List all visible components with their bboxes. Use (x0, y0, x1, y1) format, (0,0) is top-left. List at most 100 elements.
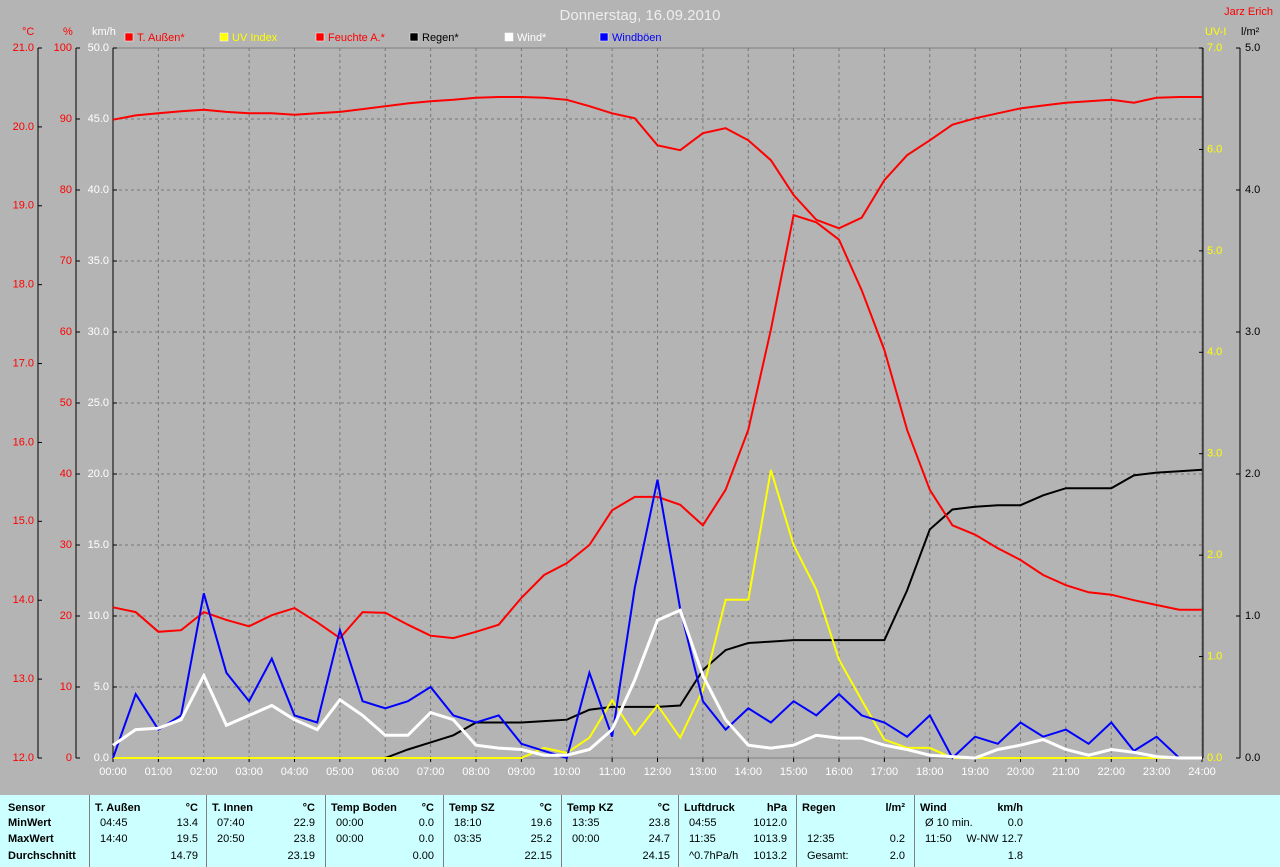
column-header: Regen (802, 802, 836, 814)
x-tick-label: 24:00 (1188, 766, 1216, 778)
column-separator (796, 795, 797, 867)
y-tick-label: 0.0 (1207, 752, 1222, 764)
column-header: Sensor (8, 802, 46, 814)
column-separator (325, 795, 326, 867)
y-axis-unit: l/m² (1241, 26, 1260, 38)
x-tick-label: 08:00 (462, 766, 490, 778)
column-header: T. Innen (212, 802, 253, 814)
y-tick-label: 0.0 (1245, 752, 1260, 764)
cell-value: 23.8 (648, 817, 670, 829)
column-header: Temp Boden (331, 802, 397, 814)
cell-value: 1.8 (1007, 850, 1023, 862)
y-tick-label: 6.0 (1207, 143, 1222, 155)
x-tick-label: 04:00 (281, 766, 309, 778)
row-label: MinWert (8, 817, 52, 829)
y-tick-label: 21.0 (13, 42, 34, 54)
cell-value: 2.0 (889, 850, 905, 862)
cell-value: 1013.2 (753, 850, 787, 862)
legend-swatch (124, 32, 134, 42)
series-line (112, 608, 1202, 760)
y-tick-label: 20.0 (13, 121, 34, 133)
cell-time: 20:50 (217, 833, 245, 845)
y-tick-label: 1.0 (1245, 610, 1260, 622)
y-tick-label: 18.0 (13, 279, 34, 291)
column-separator (443, 795, 444, 867)
y-tick-label: 10.0 (88, 610, 109, 622)
column-header: Temp SZ (449, 802, 495, 814)
chart-title: Donnerstag, 16.09.2010 (560, 7, 721, 24)
y-tick-label: 5.0 (1245, 42, 1260, 54)
chart: Donnerstag, 16.09.2010 Jarz Erich 00:00 0… (13, 6, 1273, 778)
y-tick-label: 30 (60, 539, 72, 551)
cell-time: 03:35 (454, 833, 482, 845)
x-tick-label: 12:00 (644, 766, 672, 778)
y-tick-label: 40.0 (88, 184, 109, 196)
y-tick-label: 4.0 (1245, 184, 1260, 196)
legend-swatch (219, 32, 229, 42)
legend-label: Wind* (517, 32, 547, 44)
x-tick-label: 00:00 (99, 766, 127, 778)
y-tick-label: 2.0 (1245, 468, 1260, 480)
y-tick-label: 3.0 (1207, 448, 1222, 460)
legend-swatch (599, 32, 609, 42)
y-tick-label: 20.0 (88, 468, 109, 480)
y-tick-label: 80 (60, 184, 72, 196)
series-line (113, 469, 1202, 759)
y-tick-label: 35.0 (88, 255, 109, 267)
y-tick-label: 100 (54, 42, 72, 54)
cell-time: 18:10 (454, 817, 482, 829)
y-tick-label: 90 (60, 113, 72, 125)
x-tick-label: 09:00 (508, 766, 536, 778)
cell-time: 11:50 (925, 833, 952, 845)
y-tick-label: 4.0 (1207, 346, 1222, 358)
legend-swatch (315, 32, 325, 42)
x-tick-label: 14:00 (734, 766, 762, 778)
y-tick-label: 12.0 (13, 752, 34, 764)
legend-swatch (504, 32, 514, 42)
cell-value: 24.7 (648, 833, 670, 845)
y-tick-label: 0 (66, 752, 72, 764)
column-unit: l/m² (885, 802, 905, 814)
series-line (112, 479, 1202, 760)
cell-value: 24.15 (642, 850, 670, 862)
cell-time: Gesamt: (807, 850, 849, 862)
cell-time: 00:00 (336, 833, 364, 845)
x-tick-label: 22:00 (1097, 766, 1125, 778)
column-separator (914, 795, 915, 867)
legend-swatch (409, 32, 419, 42)
cell-value: 0.2 (889, 833, 905, 845)
cell-time: 13:35 (572, 817, 600, 829)
cell-value: 0.0 (1007, 817, 1023, 829)
x-tick-label: 23:00 (1143, 766, 1171, 778)
column-unit: °C (421, 802, 434, 814)
x-tick-label: 11:00 (599, 766, 626, 778)
cell-value: 23.8 (293, 833, 315, 845)
column-unit: hPa (766, 802, 787, 814)
y-axis-unit: °C (22, 26, 34, 38)
column-separator (678, 795, 679, 867)
summary-table: Sensor T. Außen °C T. Innen °C Temp Boden °C Te… (0, 795, 1280, 867)
column-header: Luftdruck (684, 802, 735, 814)
y-tick-label: 10 (60, 681, 72, 693)
cell-value: 22.15 (524, 850, 552, 862)
column-unit: km/h (997, 802, 1023, 814)
y-tick-label: 25.0 (88, 397, 109, 409)
x-tick-label: 03:00 (235, 766, 263, 778)
x-tick-label: 06:00 (371, 766, 399, 778)
y-tick-label: 13.0 (13, 673, 34, 685)
y-tick-label: 17.0 (13, 357, 34, 369)
y-tick-label: 50 (60, 397, 72, 409)
column-separator (561, 795, 562, 867)
y-axis-unit: % (63, 26, 73, 38)
y-tick-label: 70 (60, 255, 72, 267)
cell-value: W-NW 12.7 (966, 833, 1023, 845)
x-tick-label: 15:00 (780, 766, 808, 778)
y-tick-label: 45.0 (88, 113, 109, 125)
cell-time: 12:35 (807, 833, 835, 845)
y-tick-label: 15.0 (88, 539, 109, 551)
y-axis-unit: km/h (92, 26, 116, 38)
cell-value: 0.0 (418, 817, 434, 829)
column-unit: °C (539, 802, 552, 814)
y-axis-unit: UV-I (1205, 26, 1226, 38)
y-tick-label: 30.0 (88, 326, 109, 338)
